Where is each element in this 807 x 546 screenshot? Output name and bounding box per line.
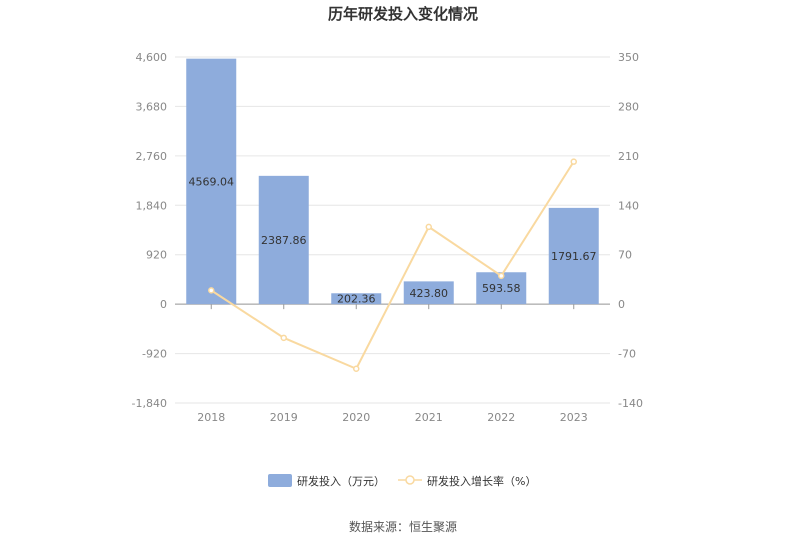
- line-point: [353, 365, 360, 373]
- left-tick-label: 0: [160, 298, 167, 311]
- bar-value-label: 4569.04: [189, 175, 235, 188]
- right-tick-label: -70: [618, 348, 636, 361]
- right-axis: 350 280 210 140 70 0 -70 -140: [618, 51, 643, 410]
- bar: [186, 58, 237, 305]
- right-tick-label: 210: [618, 150, 639, 163]
- bar-value-label: 1791.67: [551, 250, 597, 263]
- bar: [331, 293, 382, 305]
- x-axis: 2018 2019 2020 2021 2022 2023: [175, 303, 610, 424]
- right-tick-label: 350: [618, 51, 639, 64]
- line-point: [498, 272, 505, 280]
- bar-labels: 4569.04 2387.86 202.36 423.80 593.58 1791.67: [189, 175, 597, 305]
- bar-value-label: 2387.86: [261, 234, 307, 247]
- bar-value-label: 423.80: [410, 287, 449, 300]
- line-point: [208, 287, 215, 294]
- left-tick-label: 4,600: [136, 51, 168, 64]
- left-tick-label: 1,840: [136, 199, 168, 212]
- legend-line-marker: [405, 475, 415, 485]
- bar-value-label: 593.58: [482, 282, 521, 295]
- right-tick-label: -140: [618, 397, 643, 410]
- line-point: [570, 158, 577, 165]
- line-point: [425, 223, 432, 231]
- bar-series: [186, 58, 599, 305]
- bar: [548, 207, 599, 305]
- x-tick-label: 2023: [560, 411, 588, 424]
- left-tick-label: -1,840: [132, 397, 167, 410]
- x-tick-label: 2019: [270, 411, 298, 424]
- chart-title: 历年研发投入变化情况: [328, 5, 478, 23]
- right-tick-label: 70: [618, 249, 632, 262]
- left-tick-label: 2,760: [136, 150, 168, 163]
- legend-line-label: 研发投入增长率（%）: [427, 474, 536, 488]
- source-note: 数据来源：恒生聚源: [349, 519, 457, 534]
- legend-bar-label: 研发投入（万元）: [297, 474, 385, 488]
- right-tick-label: 0: [618, 298, 625, 311]
- bar: [258, 175, 309, 305]
- left-tick-label: 920: [146, 249, 167, 262]
- left-tick-label: -920: [142, 348, 167, 361]
- right-tick-label: 140: [618, 199, 639, 212]
- growth-line: [210, 161, 575, 371]
- bar: [403, 281, 454, 305]
- legend[interactable]: 研发投入（万元） 研发投入增长率（%）: [268, 474, 536, 488]
- x-tick-label: 2020: [342, 411, 370, 424]
- grid: [175, 56, 610, 404]
- x-tick-label: 2022: [487, 411, 515, 424]
- left-tick-label: 3,680: [136, 100, 168, 113]
- x-tick-label: 2018: [197, 411, 225, 424]
- line-series: [208, 158, 577, 373]
- left-axis: 4,600 3,680 2,760 1,840 920 0 -920 -1,840: [132, 51, 167, 410]
- line-point: [280, 334, 287, 342]
- bar-value-label: 202.36: [337, 293, 376, 306]
- legend-bar-swatch: [268, 474, 292, 487]
- right-tick-label: 280: [618, 100, 639, 113]
- x-tick-label: 2021: [415, 411, 443, 424]
